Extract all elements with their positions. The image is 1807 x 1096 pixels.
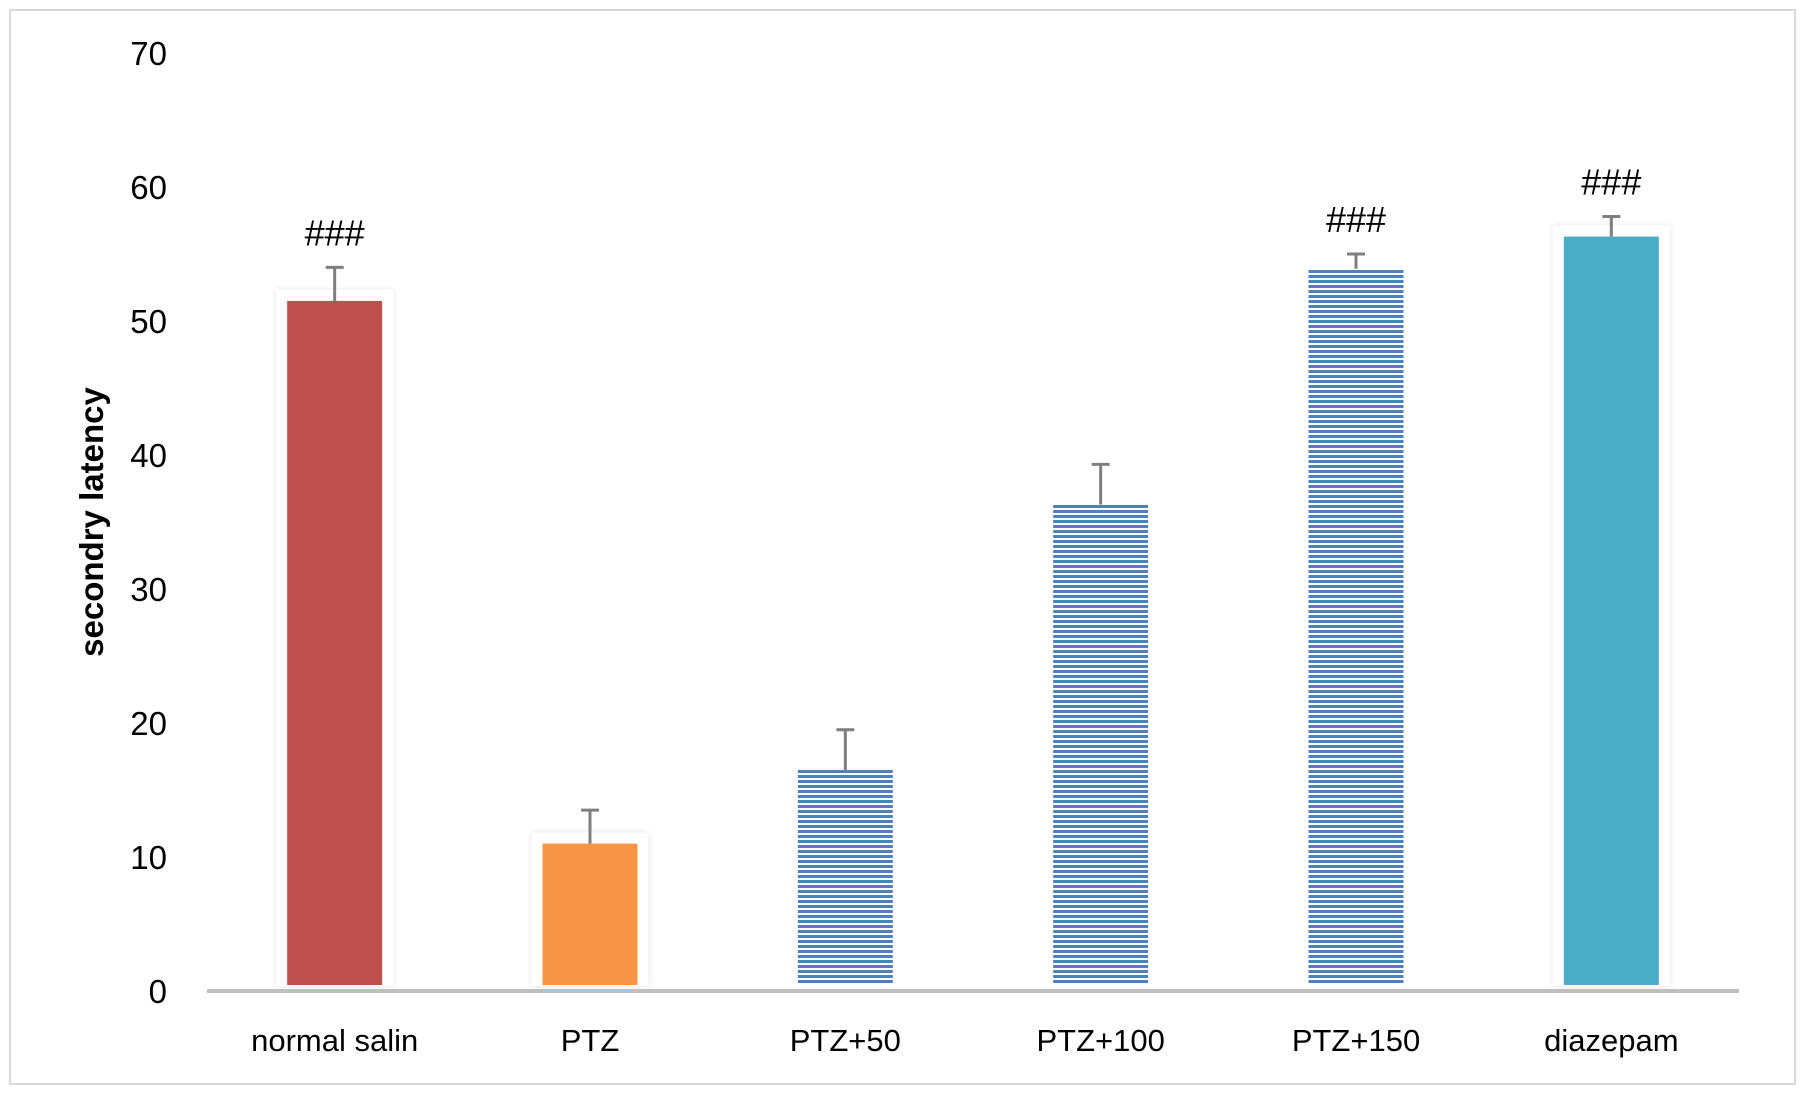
- y-tick-label-1: 10: [130, 839, 167, 876]
- bar-group-1: [531, 808, 649, 986]
- bar-group-2: [797, 728, 893, 985]
- bar-4: [1308, 268, 1404, 985]
- y-tick-label-6: 60: [130, 169, 167, 206]
- bar-group-0: ###: [276, 212, 394, 986]
- y-tick-label-0: 0: [149, 973, 167, 1010]
- significance-label-4: ###: [1326, 199, 1386, 240]
- bars-layer: ### ### ###: [276, 161, 1670, 986]
- y-axis-label: secondry latency: [73, 387, 110, 657]
- y-tick-label-7: 70: [130, 35, 167, 72]
- x-axis-labels: normal salin PTZ PTZ+50 PTZ+100 PTZ+150 diaze…: [251, 1023, 1678, 1058]
- bar-1: [542, 843, 638, 985]
- y-tick-label-5: 50: [130, 303, 167, 340]
- y-tick-label-4: 40: [130, 437, 167, 474]
- bar-0: [287, 300, 383, 985]
- x-tick-label-0: normal salin: [251, 1023, 418, 1058]
- x-tick-label-2: PTZ+50: [790, 1023, 901, 1058]
- x-tick-label-4: PTZ+150: [1292, 1023, 1420, 1058]
- bar-3: [1053, 504, 1149, 985]
- significance-label-0: ###: [305, 212, 365, 253]
- significance-label-5: ###: [1581, 161, 1641, 202]
- y-axis-ticks: 0 10 20 30 40 50 60 70: [130, 35, 167, 1010]
- bar-group-3: [1053, 462, 1149, 985]
- y-tick-label-3: 30: [130, 571, 167, 608]
- bar-2: [797, 769, 893, 985]
- bar-group-4: ###: [1308, 199, 1404, 985]
- bar-group-5: ###: [1552, 161, 1670, 986]
- x-tick-label-5: diazepam: [1544, 1023, 1678, 1058]
- y-tick-label-2: 20: [130, 705, 167, 742]
- bar-5: [1563, 236, 1659, 985]
- x-tick-label-3: PTZ+100: [1036, 1023, 1164, 1058]
- x-tick-label-1: PTZ: [561, 1023, 620, 1058]
